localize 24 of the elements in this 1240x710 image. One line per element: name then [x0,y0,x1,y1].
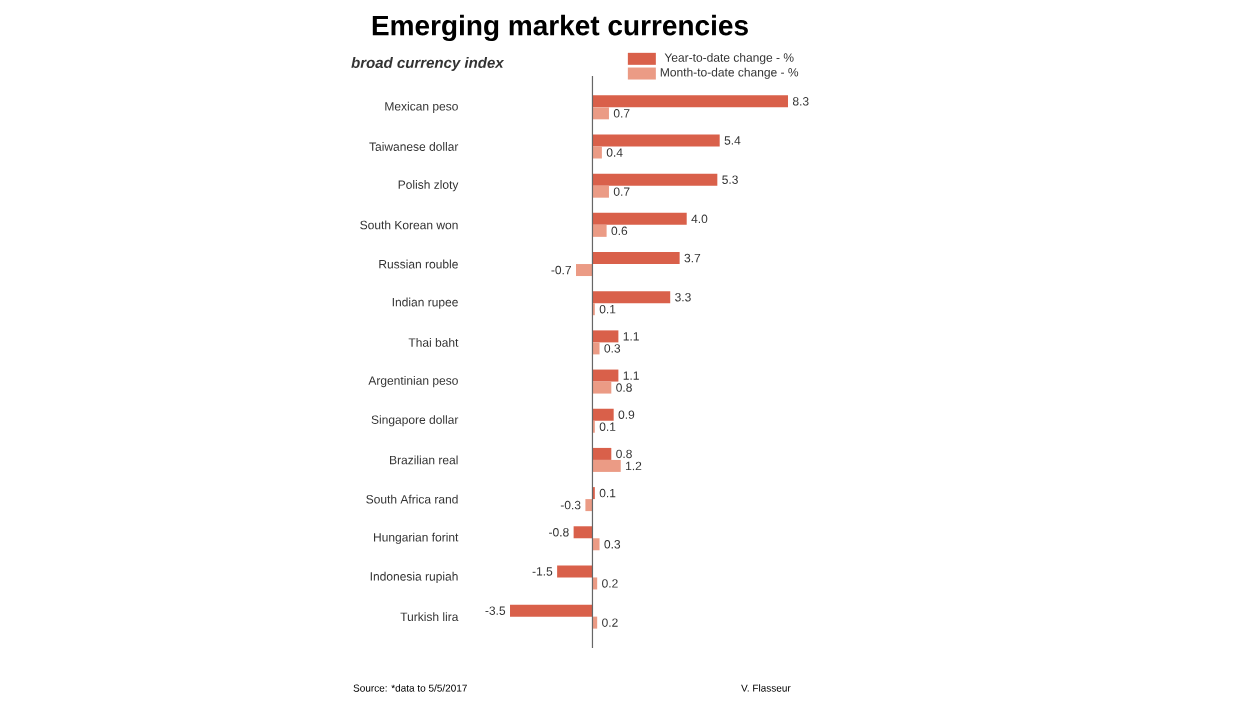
bar [592,330,619,343]
bar [592,185,609,198]
bar [592,538,600,551]
bar [573,526,593,539]
bar [510,604,593,617]
bar [592,291,671,304]
bar [575,264,593,277]
bar [592,224,607,237]
bar [592,212,687,225]
bar [592,369,619,382]
chart-title: Emerging market currencies [372,14,748,42]
bar [585,499,593,512]
bar [592,107,609,120]
bar [592,447,612,460]
bar [592,459,621,472]
bar [592,342,600,355]
bar [592,408,614,421]
bar [592,146,602,159]
bar [557,565,593,578]
bar [592,134,720,147]
bar [592,173,718,186]
bar [592,252,680,265]
bar [592,95,788,108]
bar [592,381,612,394]
